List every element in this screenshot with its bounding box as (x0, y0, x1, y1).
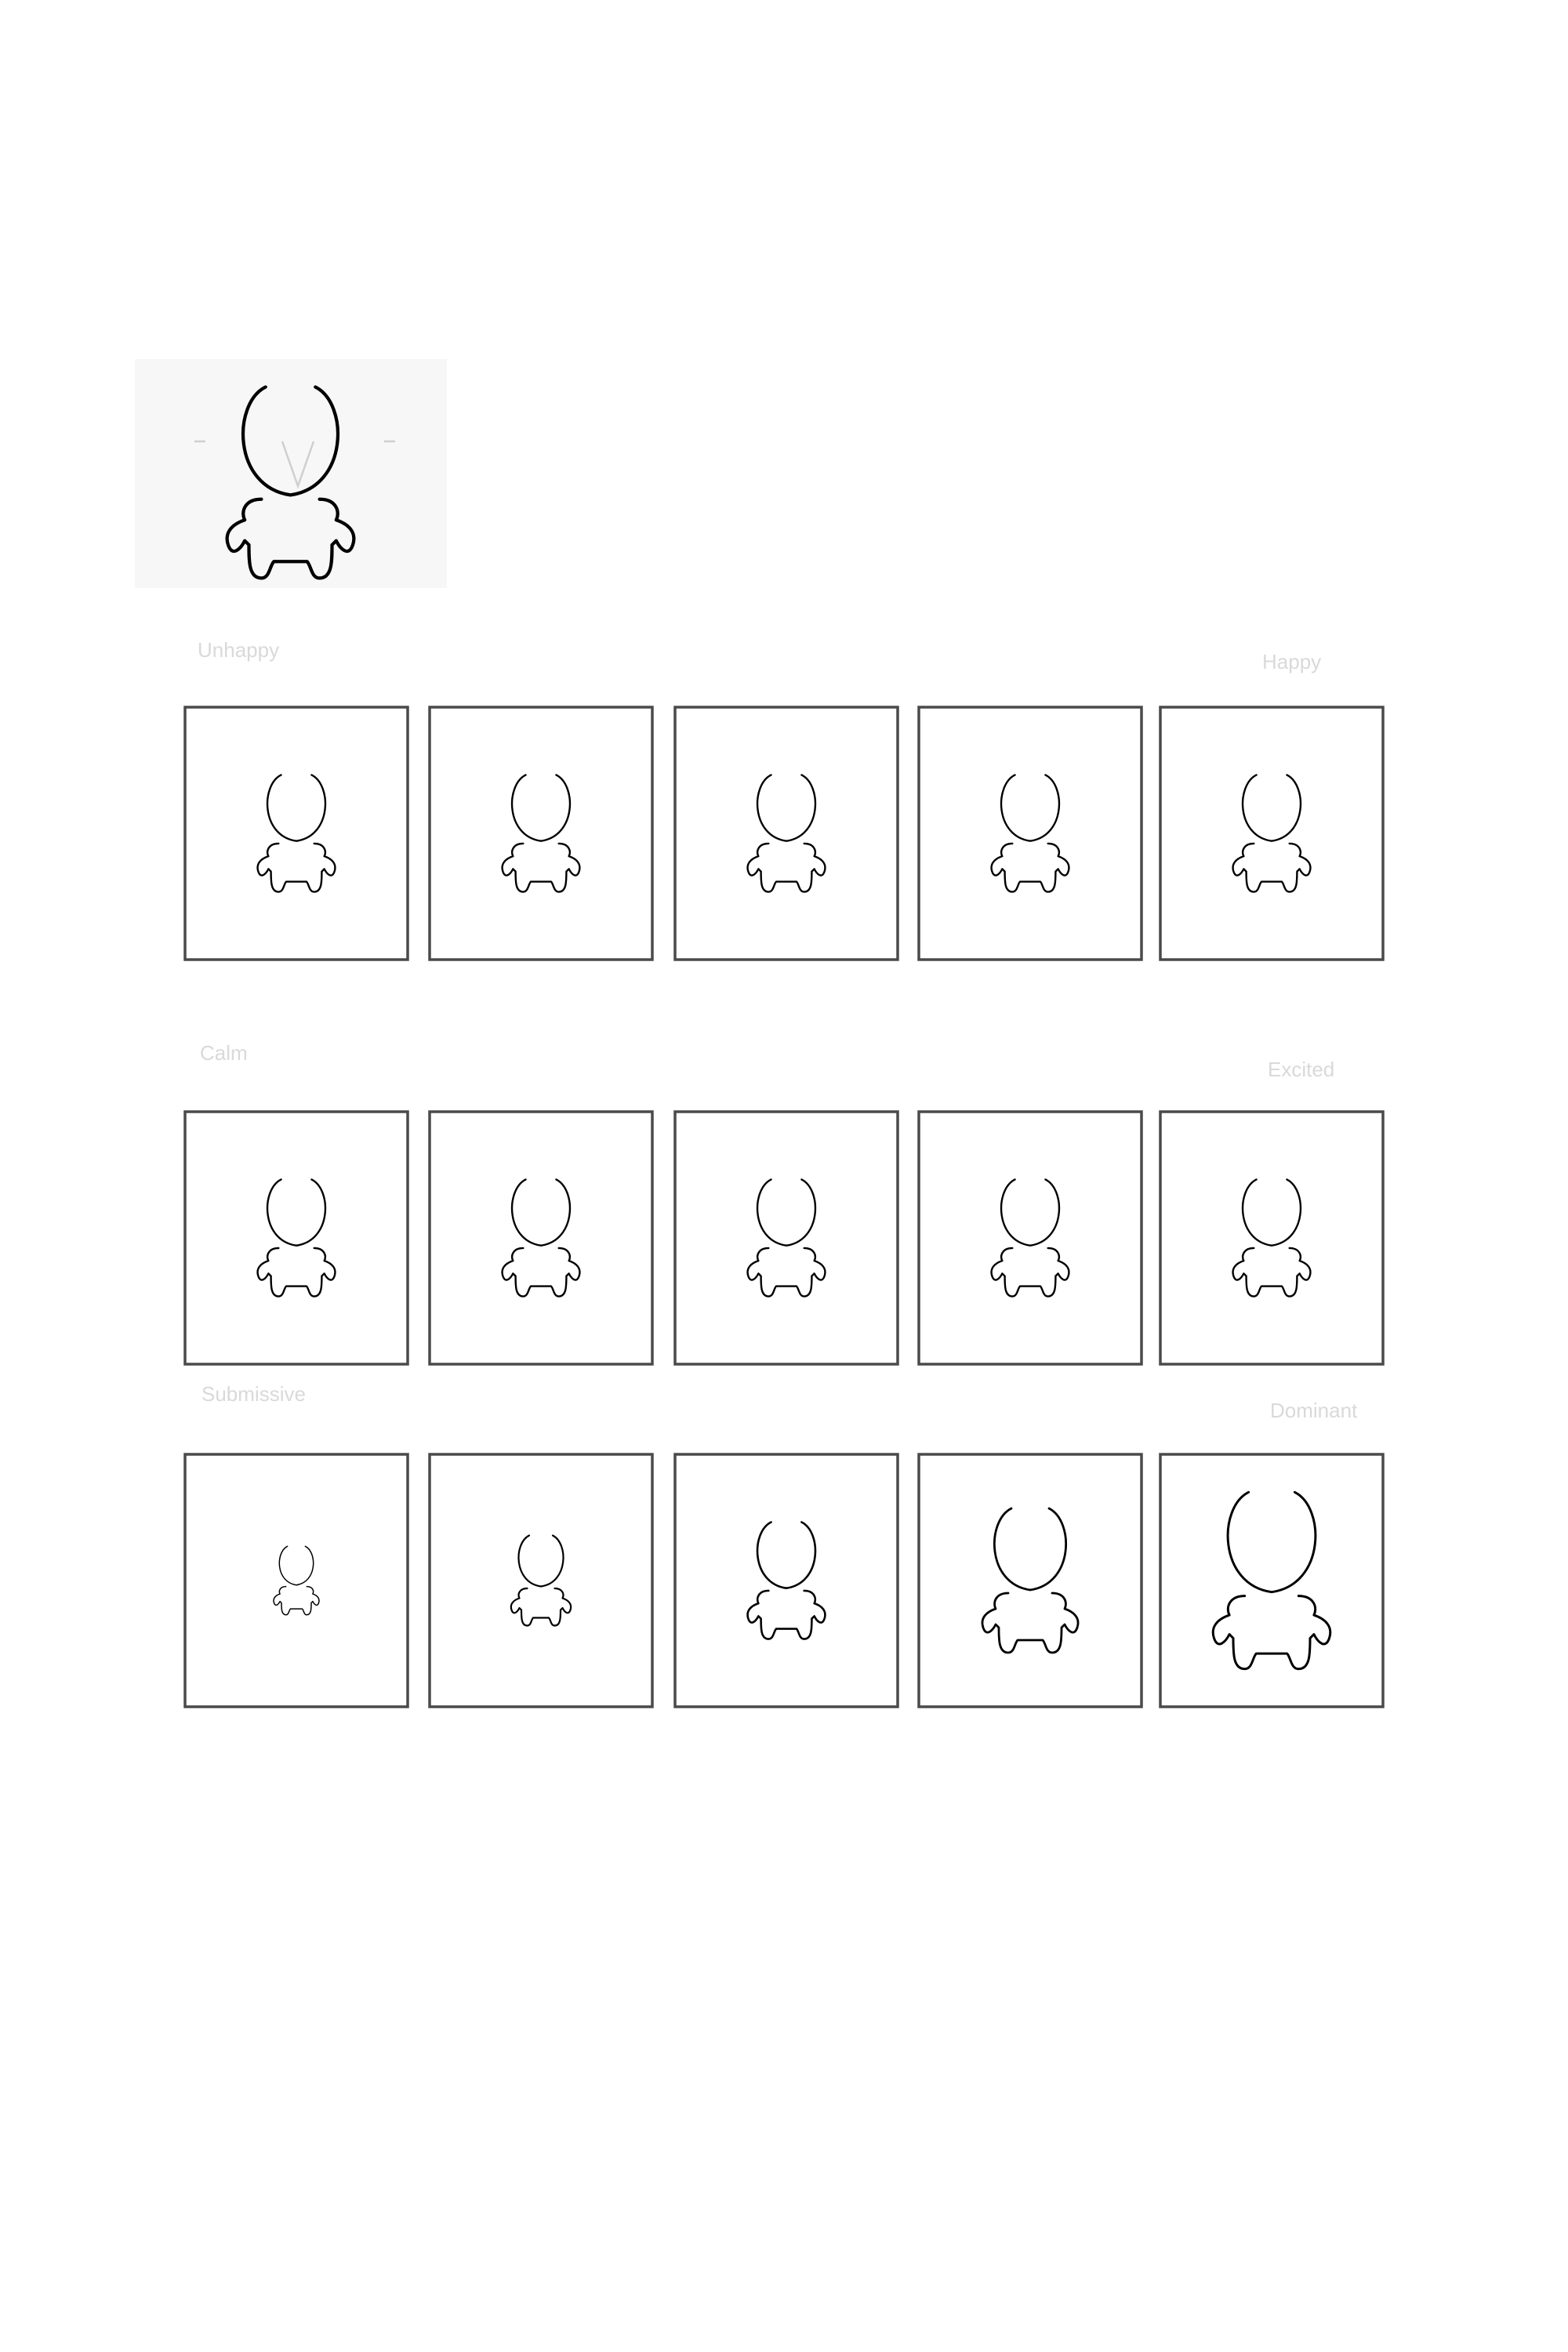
figure-icon (510, 1534, 572, 1627)
rating-option-2-3[interactable] (673, 1110, 899, 1366)
option-frame (917, 1453, 1143, 1708)
rating-option-3-3[interactable] (673, 1453, 899, 1708)
row-1-label-right: Happy (1262, 650, 1321, 673)
option-frame (917, 706, 1143, 961)
figure-icon (746, 774, 826, 893)
option-frame (183, 1453, 409, 1708)
rating-option-1-1[interactable] (183, 706, 409, 961)
rating-option-3-2[interactable] (428, 1453, 654, 1708)
row-3-label-left: Submissive (201, 1382, 306, 1406)
rating-option-2-5[interactable] (1159, 1110, 1385, 1366)
row-1-label-left: Unhappy (198, 638, 279, 662)
rating-option-1-4[interactable] (917, 706, 1143, 961)
figure-icon (273, 1545, 320, 1616)
option-frame (673, 706, 899, 961)
figure-icon (746, 1521, 826, 1640)
figure-icon (981, 1508, 1080, 1653)
figure-icon (746, 1178, 826, 1298)
figure-icon (1232, 774, 1312, 893)
option-frame (1159, 706, 1385, 961)
option-frame (673, 1110, 899, 1366)
rating-option-2-4[interactable] (917, 1110, 1143, 1366)
row-2-label-right: Excited (1268, 1058, 1334, 1081)
option-frame (917, 1110, 1143, 1366)
row-3-label-right: Dominant (1270, 1399, 1358, 1422)
figure-icon (501, 774, 581, 893)
figure-icon (1212, 1491, 1331, 1670)
option-frame (428, 1453, 654, 1708)
figure-icon (256, 774, 336, 893)
reference-card (135, 359, 447, 588)
option-frame (183, 706, 409, 961)
option-frame (673, 1453, 899, 1708)
rating-rows (183, 706, 1385, 1708)
rating-row-1 (183, 706, 1385, 961)
rating-option-1-5[interactable] (1159, 706, 1385, 961)
figure-icon (501, 1178, 581, 1298)
option-frame (428, 706, 654, 961)
option-frame (183, 1110, 409, 1366)
option-frame (1159, 1110, 1385, 1366)
figure-icon (990, 1178, 1070, 1298)
rating-option-2-2[interactable] (428, 1110, 654, 1366)
rating-row-2 (183, 1110, 1385, 1366)
rating-option-1-3[interactable] (673, 706, 899, 961)
option-frame (428, 1110, 654, 1366)
option-frame (1159, 1453, 1385, 1708)
figure-icon (990, 774, 1070, 893)
row-2-label-left: Calm (200, 1041, 248, 1065)
rating-option-3-5[interactable] (1159, 1453, 1385, 1708)
rating-option-3-1[interactable] (183, 1453, 409, 1708)
rating-row-3 (183, 1453, 1385, 1708)
figure-icon (1232, 1178, 1312, 1298)
rating-option-1-2[interactable] (428, 706, 654, 961)
rating-option-2-1[interactable] (183, 1110, 409, 1366)
figure-icon (256, 1178, 336, 1298)
rating-option-3-4[interactable] (917, 1453, 1143, 1708)
